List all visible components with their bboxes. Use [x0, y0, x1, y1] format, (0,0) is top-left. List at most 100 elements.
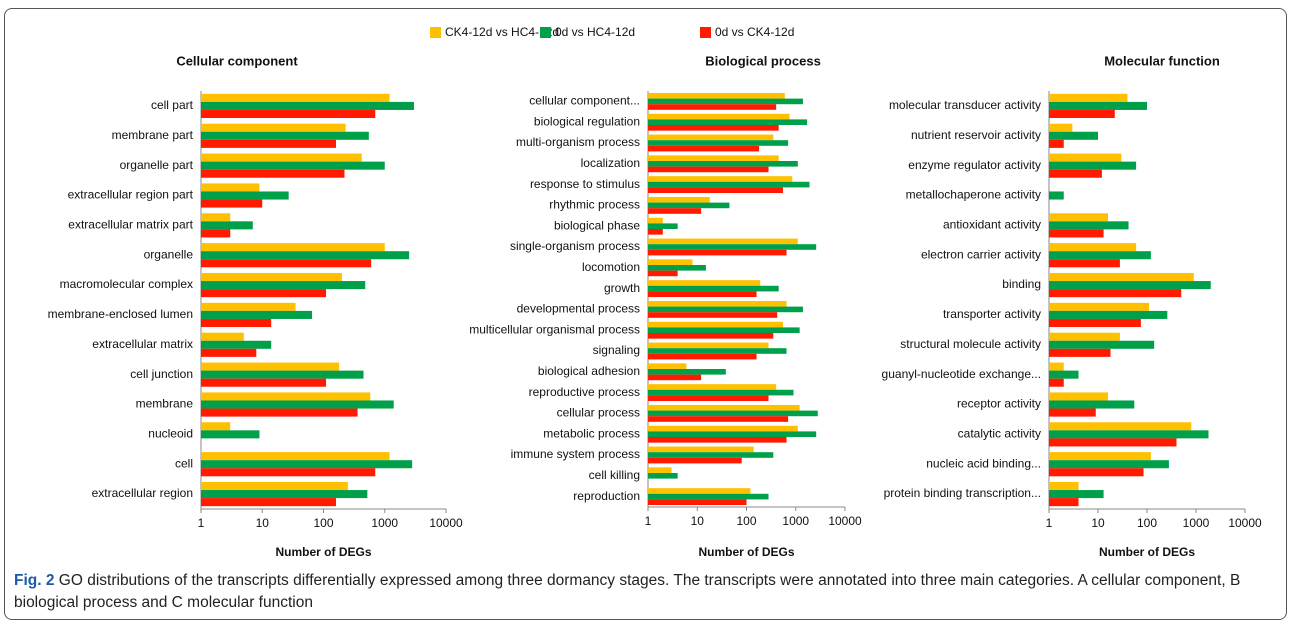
bar	[648, 202, 730, 209]
bar	[648, 353, 757, 360]
bar	[1049, 243, 1137, 252]
bar	[1049, 302, 1150, 311]
y-tick-label: growth	[604, 281, 640, 295]
y-tick-label: biological regulation	[534, 114, 640, 128]
y-tick-label: developmental process	[517, 302, 640, 316]
bar	[648, 437, 787, 443]
bar	[648, 217, 663, 224]
y-tick-label: membrane part	[112, 128, 194, 142]
bar	[201, 340, 272, 349]
y-tick-label: rhythmic process	[549, 198, 640, 212]
y-tick-label: localization	[581, 156, 640, 170]
bar	[648, 104, 777, 110]
bar	[648, 208, 702, 214]
bar	[648, 368, 726, 375]
y-tick-label: cell part	[151, 98, 194, 112]
y-tick-label: biological adhesion	[538, 364, 640, 378]
bar	[648, 166, 769, 173]
x-tick-label: 10000	[1228, 516, 1262, 530]
x-tick-label: 100	[1137, 516, 1157, 530]
y-tick-label: organelle	[144, 247, 194, 261]
bar	[1049, 468, 1144, 477]
bar	[1049, 139, 1064, 148]
y-tick-label: single-organism process	[510, 239, 640, 253]
bar	[1049, 191, 1064, 200]
bar	[201, 392, 371, 401]
legend-label: 0d vs CK4-12d	[715, 25, 794, 39]
y-tick-label: metallochaperone activity	[906, 188, 1041, 202]
y-tick-label: cell	[175, 456, 193, 470]
y-tick-label: catalytic activity	[958, 427, 1041, 441]
bar	[1049, 452, 1151, 461]
y-tick-label: multicellular organismal process	[469, 322, 640, 336]
y-tick-label: cellular process	[557, 406, 640, 420]
x-axis-title: Number of DEGs	[275, 545, 371, 559]
bar	[1049, 370, 1079, 379]
bar	[648, 457, 742, 464]
bar	[648, 92, 785, 99]
bar	[648, 244, 817, 250]
y-tick-label: transporter activity	[943, 307, 1041, 321]
bar	[648, 229, 663, 235]
x-tick-label: 1	[198, 516, 205, 530]
bar	[648, 291, 757, 298]
bar	[1049, 438, 1177, 447]
y-tick-label: reproductive process	[529, 385, 640, 399]
figure-frame	[4, 8, 1287, 620]
chart-title: Biological process	[705, 53, 821, 68]
bar	[201, 460, 413, 469]
bar	[648, 140, 789, 146]
bar	[1049, 430, 1209, 439]
bar	[201, 123, 346, 132]
bar	[201, 199, 263, 208]
bar	[201, 191, 289, 200]
bar	[201, 362, 340, 371]
bar	[648, 404, 800, 411]
bar	[648, 410, 818, 417]
y-tick-label: extracellular region	[92, 486, 193, 500]
y-tick-label: antioxidant activity	[943, 218, 1041, 232]
x-axis-title: Number of DEGs	[1099, 545, 1195, 559]
bar	[648, 259, 693, 265]
bar	[1049, 378, 1064, 387]
y-tick-label: cellular component...	[529, 94, 640, 108]
bar	[201, 259, 372, 268]
bar	[648, 472, 678, 479]
y-tick-label: molecular transducer activity	[889, 98, 1041, 112]
x-tick-label: 10	[691, 514, 705, 528]
y-tick-label: nutrient reservoir activity	[911, 128, 1041, 142]
y-tick-label: extracellular matrix part	[68, 218, 193, 232]
bar	[648, 499, 747, 506]
bar	[648, 425, 798, 432]
caption-label: Fig. 2	[14, 572, 55, 589]
bar	[1049, 153, 1122, 162]
bar	[201, 101, 414, 110]
bar	[201, 139, 337, 148]
bar	[1049, 123, 1073, 132]
y-tick-label: multi-organism process	[516, 135, 640, 149]
y-tick-label: organelle part	[120, 158, 194, 172]
bar	[1049, 392, 1109, 401]
bar	[201, 213, 231, 222]
bar	[648, 348, 787, 354]
bar	[648, 374, 702, 381]
x-tick-label: 1000	[371, 516, 398, 530]
bar	[648, 98, 803, 105]
bar	[1049, 408, 1096, 417]
bar	[648, 119, 808, 126]
y-tick-label: binding	[1002, 277, 1041, 291]
bar	[1049, 289, 1182, 298]
legend-label: CK4-12d vs HC4-12d	[445, 25, 559, 39]
y-tick-label: reproduction	[573, 489, 640, 503]
bar	[201, 229, 231, 238]
bar	[648, 134, 774, 141]
x-tick-label: 1	[1046, 516, 1053, 530]
chart-title: Cellular component	[176, 53, 298, 68]
bar	[648, 264, 706, 271]
bar	[648, 446, 754, 453]
legend-swatch	[430, 27, 441, 38]
bar	[648, 493, 769, 500]
bar	[1049, 93, 1128, 102]
y-tick-label: cell junction	[130, 367, 193, 381]
y-tick-label: immune system process	[511, 447, 640, 461]
